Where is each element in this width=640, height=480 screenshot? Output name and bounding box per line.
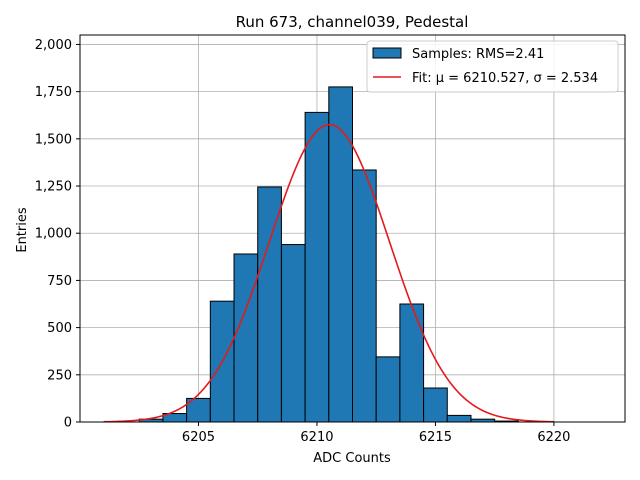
plot-frame bbox=[79, 34, 626, 423]
x-tick-label: 6205 bbox=[182, 430, 215, 445]
legend-fit-label: Fit: μ = 6210.527, σ = 2.534 bbox=[412, 71, 598, 86]
y-tick-label: 0 bbox=[64, 416, 72, 431]
histogram-bar bbox=[257, 186, 282, 423]
y-tick-label: 250 bbox=[47, 368, 72, 383]
chart-title: Run 673, channel039, Pedestal bbox=[236, 13, 469, 31]
y-tick-label: 750 bbox=[47, 274, 72, 289]
y-tick-label: 1,000 bbox=[35, 227, 72, 242]
histogram-bar bbox=[446, 414, 472, 423]
y-tick-label: 1,750 bbox=[35, 85, 72, 100]
fit-curve bbox=[103, 123, 554, 423]
x-tick-label: 6215 bbox=[419, 430, 452, 445]
histogram-bars bbox=[138, 86, 519, 423]
fit-curve-layer bbox=[103, 123, 554, 423]
legend: Samples: RMS=2.41 Fit: μ = 6210.527, σ =… bbox=[366, 40, 619, 93]
x-axis-label: ADC Counts bbox=[313, 451, 391, 466]
histogram-bar bbox=[280, 244, 306, 423]
y-tick-label: 2,000 bbox=[35, 38, 72, 53]
histogram-bar bbox=[233, 253, 259, 423]
x-tick-label: 6220 bbox=[537, 430, 570, 445]
legend-histogram-swatch bbox=[372, 47, 402, 59]
histogram-bar bbox=[423, 387, 448, 423]
y-tick-label: 1,500 bbox=[35, 132, 72, 147]
legend-box bbox=[366, 40, 619, 93]
x-tick-label: 6210 bbox=[300, 430, 333, 445]
axis-ticks: 6205 6210 6215 6220 0 250 500 750 1,000 1,250 1,50… bbox=[35, 38, 571, 445]
histogram-bar bbox=[328, 86, 354, 423]
histogram-bar bbox=[399, 303, 425, 423]
legend-histogram-label: Samples: RMS=2.41 bbox=[412, 47, 544, 62]
y-axis-label: Entries bbox=[15, 207, 30, 253]
histogram-bar bbox=[352, 169, 377, 423]
histogram-bar bbox=[375, 356, 401, 423]
y-tick-label: 1,250 bbox=[35, 180, 72, 195]
histogram-bar bbox=[304, 111, 330, 423]
y-tick-label: 500 bbox=[47, 321, 72, 336]
